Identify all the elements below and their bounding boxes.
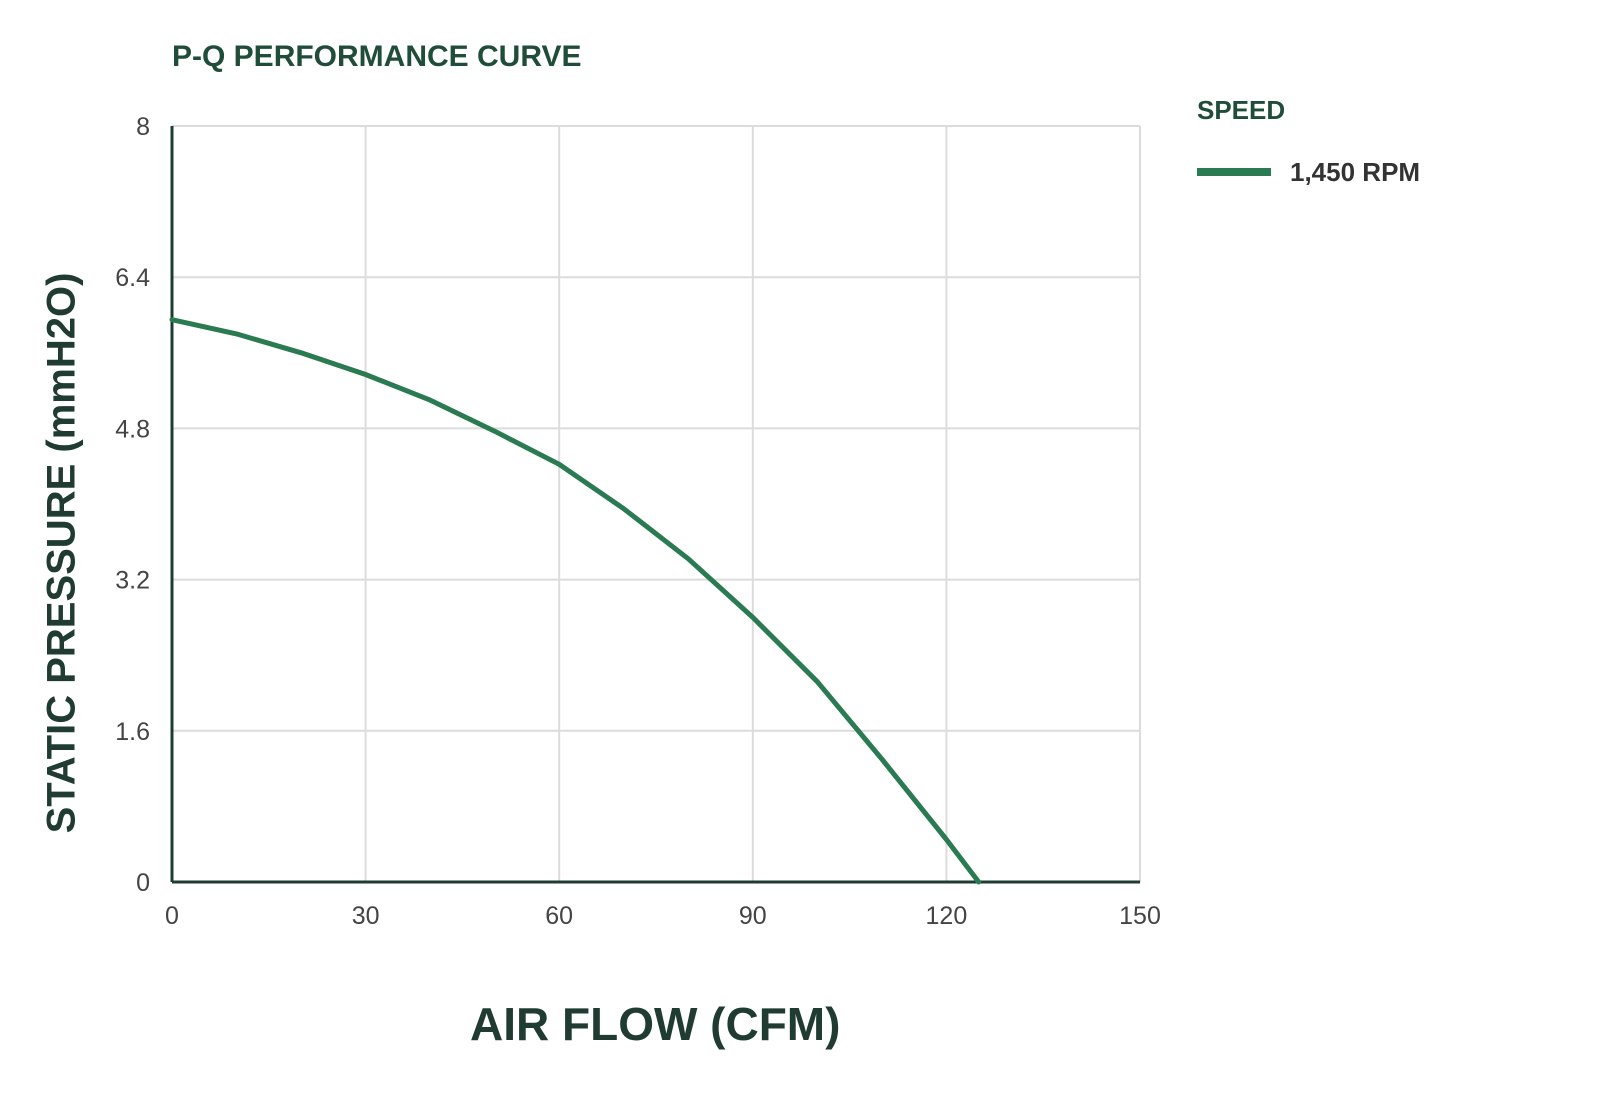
y-tick-label: 4.8 xyxy=(115,415,150,443)
y-tick-label: 8 xyxy=(136,113,150,141)
x-tick-label: 0 xyxy=(165,902,179,930)
y-tick-label: 3.2 xyxy=(115,567,150,595)
legend-label: 1,450 RPM xyxy=(1290,157,1421,187)
legend-swatch xyxy=(1197,168,1271,176)
series-line xyxy=(169,317,982,885)
x-tick-label: 60 xyxy=(545,902,573,930)
chart-title: P-Q PERFORMANCE CURVE xyxy=(172,40,582,73)
y-tick-label: 0 xyxy=(136,869,150,897)
y-tick-label: 6.4 xyxy=(115,264,150,292)
legend-title: SPEED xyxy=(1197,95,1286,125)
y-tick-label: 1.6 xyxy=(115,718,150,746)
x-tick-label: 150 xyxy=(1119,902,1161,930)
x-tick-label: 90 xyxy=(739,902,767,930)
x-tick-label: 30 xyxy=(352,902,380,930)
x-tick-label: 120 xyxy=(926,902,968,930)
x-axis-label: AIR FLOW (CFM) xyxy=(470,998,841,1050)
